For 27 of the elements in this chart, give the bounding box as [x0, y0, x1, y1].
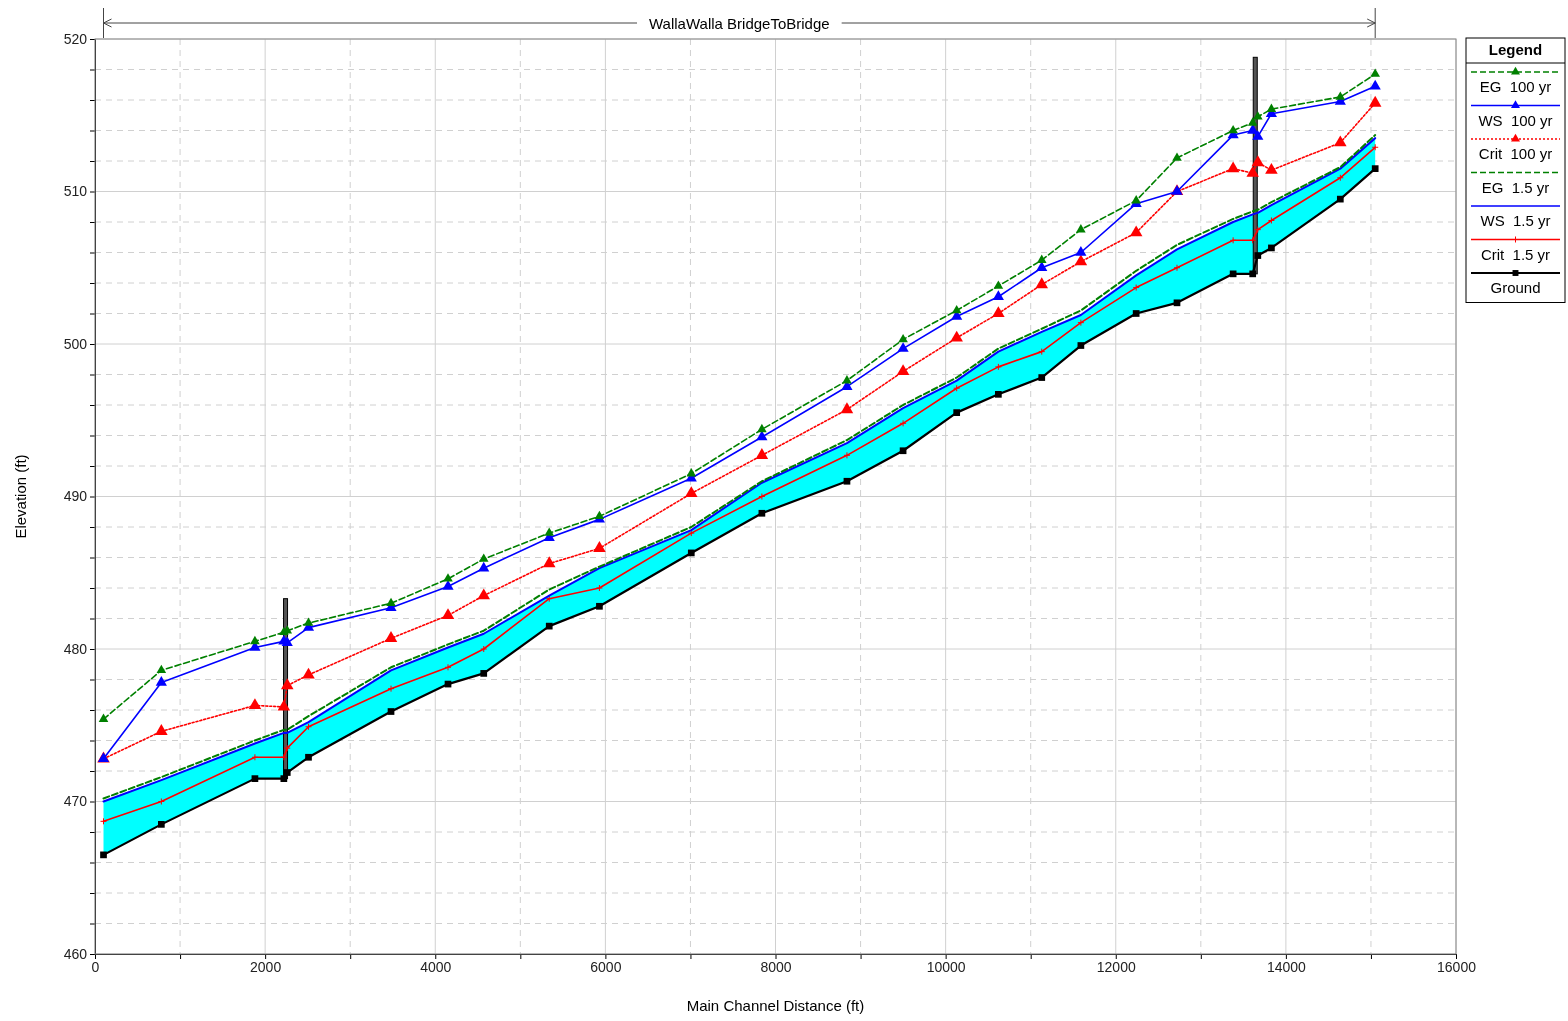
- y-tick-label: 510: [63, 183, 88, 200]
- y-tick-label: 490: [63, 488, 88, 505]
- chart-title: WallaWalla BridgeToBridge: [649, 15, 830, 32]
- y-tick-label: 480: [63, 640, 88, 657]
- y-tick-label: 520: [63, 30, 88, 47]
- text: EG 1.5 yr: [1481, 178, 1550, 196]
- y-tick-label: 460: [63, 945, 88, 962]
- legend-title: Legend: [1488, 41, 1543, 58]
- x-tick-label: 2000: [250, 958, 282, 975]
- legend-label: Crit 1.5 yr: [1480, 245, 1551, 263]
- legend-label: WS 100 yr: [1478, 111, 1553, 129]
- text: WS 1.5 yr: [1480, 212, 1551, 229]
- y-tick-label: 500: [63, 335, 88, 352]
- x-tick-label: 16000: [1437, 958, 1477, 975]
- x-tick-label: 12000: [1096, 958, 1136, 975]
- x-tick-label: 6000: [590, 958, 622, 975]
- y-axis-title: Elevation (ft): [12, 454, 29, 539]
- x-tick-label: 8000: [760, 958, 792, 975]
- x-tick-label: 10000: [926, 958, 966, 975]
- x-tick-label: 0: [91, 958, 100, 975]
- x-axis-title: Main Channel Distance (ft): [686, 997, 865, 1014]
- legend-label: EG 100 yr: [1479, 78, 1552, 95]
- legend-label: Ground: [1490, 279, 1541, 296]
- x-tick-label: 4000: [420, 958, 452, 975]
- y-tick-label: 470: [63, 793, 88, 810]
- x-tick-label: 14000: [1266, 958, 1307, 975]
- legend-label: Crit 100 yr: [1478, 145, 1553, 162]
